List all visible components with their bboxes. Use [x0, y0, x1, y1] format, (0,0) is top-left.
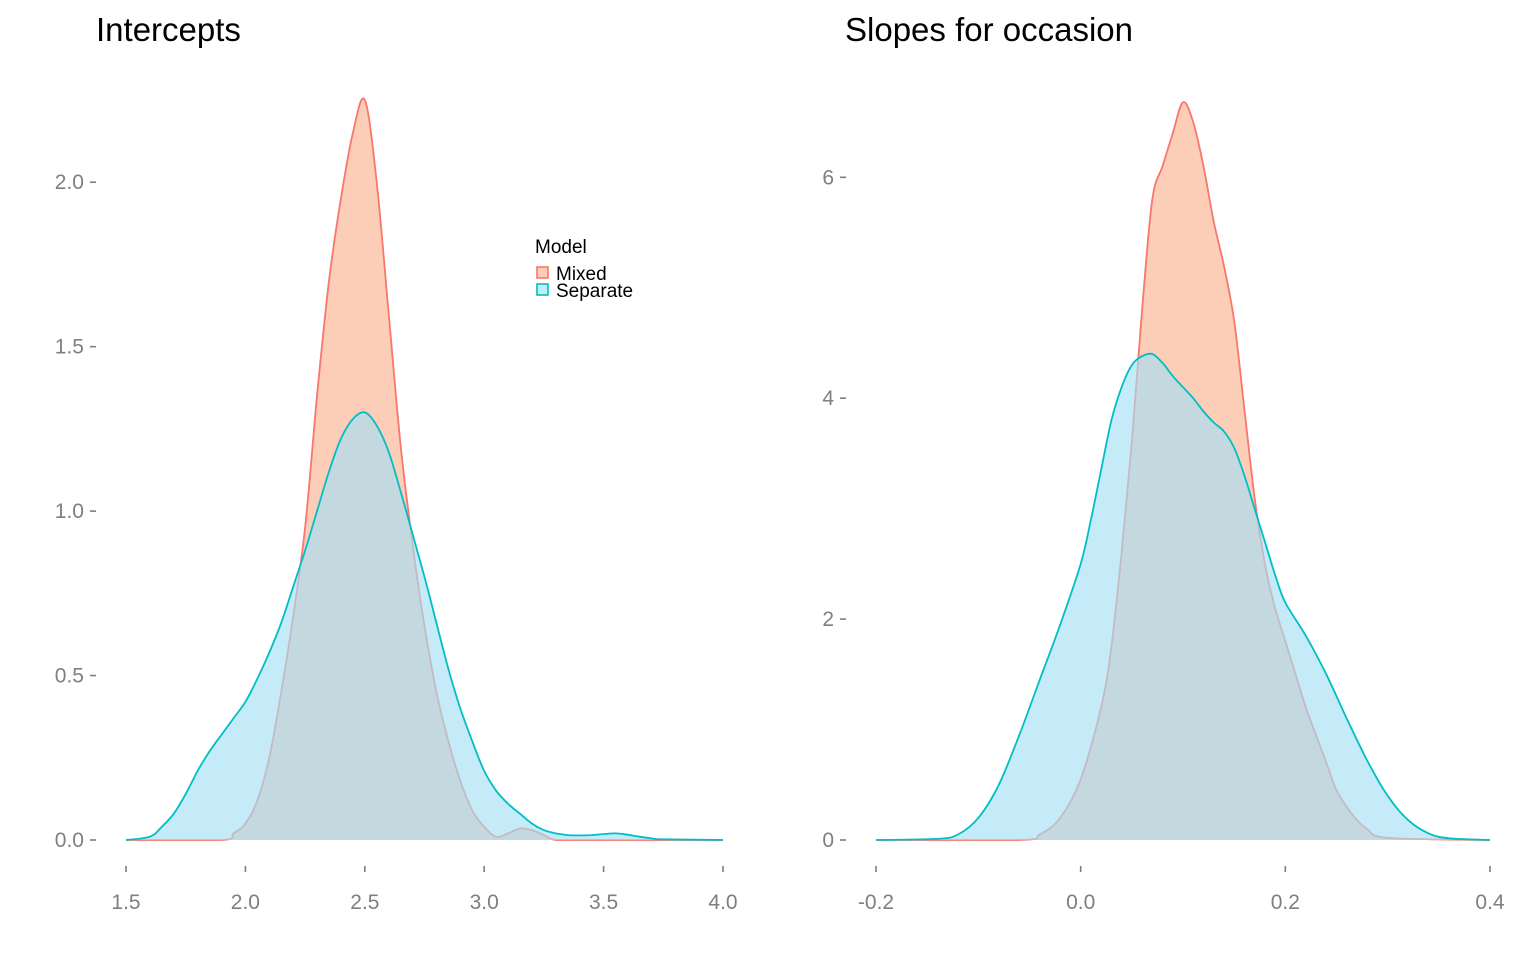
- y-tick-label: 0.5: [55, 665, 84, 688]
- legend-key-separate: [536, 283, 549, 296]
- density-area-separate: [876, 353, 1490, 840]
- x-tick-label: 0.0: [1066, 891, 1095, 914]
- y-tick-label: 2: [822, 608, 834, 631]
- y-tick-label: 6: [822, 166, 834, 189]
- axes-intercepts: 0.0 0.5 1.0 1.5 2.0 1.5 2.0 2.5 3.0 3.5 4.0: [55, 171, 738, 914]
- x-tick-label: 2.0: [231, 891, 260, 914]
- legend-label-mixed: Mixed: [556, 264, 607, 285]
- density-areas-slopes: [875, 101, 1491, 841]
- legend-label-separate: Separate: [556, 281, 633, 302]
- density-areas-intercepts: [125, 97, 724, 841]
- y-tick-label: 0.0: [55, 829, 84, 852]
- y-tick-label: 2.0: [55, 171, 84, 194]
- y-tick-label: 1.0: [55, 500, 84, 523]
- slopes-panel: Slopes for occasion 0 2 4 6 -0.2 0.0 0.2 0.4: [822, 11, 1505, 914]
- x-tick-label: 3.5: [589, 891, 618, 914]
- axes-slopes: 0 2 4 6 -0.2 0.0 0.2 0.4: [822, 166, 1505, 914]
- density-line-separate: [875, 352, 1491, 841]
- y-tick-label: 4: [822, 387, 834, 410]
- legend-key-mixed: [536, 266, 549, 279]
- panel-title-intercepts: Intercepts: [96, 11, 241, 48]
- x-tick-label: 4.0: [708, 891, 737, 914]
- y-tick-label: 1.5: [55, 336, 84, 359]
- intercepts-panel: Intercepts 0.0 0.5 1.0 1.5 2.0 1.5 2.0 2.5 3.0 3.…: [55, 11, 738, 914]
- density-line-separate: [125, 411, 724, 841]
- y-tick-label: 0: [822, 829, 834, 852]
- density-area-separate: [126, 412, 723, 840]
- x-tick-label: 1.5: [111, 891, 140, 914]
- x-tick-label: 3.0: [470, 891, 499, 914]
- legend: Model Mixed Separate: [535, 237, 633, 302]
- legend-title: Model: [535, 237, 587, 258]
- x-tick-label: 0.4: [1475, 891, 1505, 914]
- x-tick-label: -0.2: [858, 891, 894, 914]
- x-tick-label: 0.2: [1271, 891, 1300, 914]
- x-tick-label: 2.5: [350, 891, 379, 914]
- panel-title-slopes: Slopes for occasion: [845, 11, 1133, 48]
